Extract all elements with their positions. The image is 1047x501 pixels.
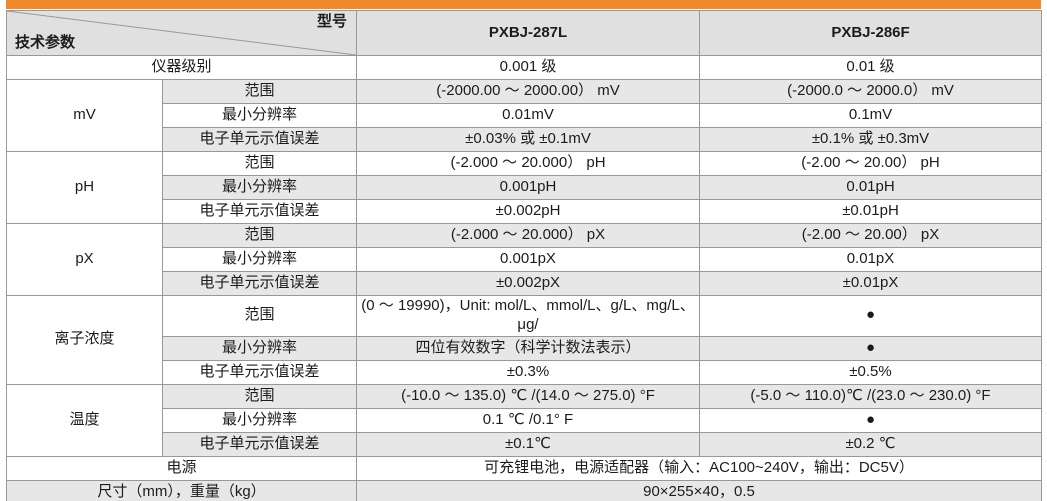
param-cell: 最小分辨率 bbox=[162, 247, 357, 272]
param-cell: 最小分辨率 bbox=[162, 335, 357, 361]
value-cell: ● bbox=[699, 407, 1042, 433]
param-cell: 电子单元示值误差 bbox=[162, 431, 357, 457]
value-cell: 90×255×40，0.5 bbox=[356, 479, 1042, 501]
value-cell: ±0.1% 或 ±0.3mV bbox=[699, 127, 1042, 152]
value-cell: ● bbox=[699, 295, 1042, 337]
value-cell: (-2.00 ～ 20.00） pX bbox=[699, 223, 1042, 248]
column-header-model-2: PXBJ-286F bbox=[699, 10, 1042, 56]
value-cell: (-2.000 ～ 20.000） pH bbox=[356, 151, 700, 176]
param-cell: 电子单元示值误差 bbox=[162, 127, 357, 152]
table-row: 电子单元示值误差 ±0.1℃ ±0.2 ℃ bbox=[7, 431, 1042, 457]
table-row: 尺寸（mm），重量（kg） 90×255×40，0.5 bbox=[6, 479, 1042, 501]
corner-param-label: 技术参数 bbox=[15, 34, 76, 52]
param-cell: 电子单元示值误差 bbox=[162, 271, 357, 296]
value-cell: (-2.000 ～ 20.000） pX bbox=[356, 223, 700, 248]
category-cell: pH bbox=[6, 151, 163, 224]
table-row: 最小分辨率 0.001pH 0.01pH bbox=[7, 175, 1042, 200]
corner-header-cell: 型号 技术参数 bbox=[6, 10, 357, 56]
table-row: 最小分辨率 0.1 ℃ /0.1° F ● bbox=[7, 407, 1042, 433]
value-cell: 0.1mV bbox=[699, 103, 1042, 128]
column-header-model-1: PXBJ-287L bbox=[356, 10, 700, 56]
value-cell: 0.001pH bbox=[356, 175, 700, 200]
value-cell: 0.001pX bbox=[356, 247, 700, 272]
table-row: 电源 可充锂电池，电源适配器（输入：AC100~240V，输出：DC5V） bbox=[6, 455, 1042, 481]
param-cell: 范围 bbox=[162, 223, 357, 248]
corner-model-label: 型号 bbox=[316, 13, 347, 30]
value-cell: 四位有效数字（科学计数法表示） bbox=[356, 335, 700, 361]
category-cell: pX bbox=[6, 223, 163, 296]
param-cell: 最小分辨率 bbox=[162, 175, 357, 200]
value-cell: ±0.5% bbox=[699, 359, 1042, 385]
value-cell: 0.01pH bbox=[699, 175, 1042, 200]
param-cell: 范围 bbox=[162, 79, 357, 104]
table-row: 电子单元示值误差 ±0.002pX ±0.01pX bbox=[7, 271, 1042, 296]
diagonal-divider bbox=[7, 11, 356, 55]
param-cell: 范围 bbox=[162, 151, 357, 176]
value-cell: (-2.00 ～ 20.00） pH bbox=[699, 151, 1042, 176]
value-cell: (-2000.0 ～ 2000.0） mV bbox=[699, 79, 1042, 104]
param-cell: 最小分辨率 bbox=[162, 407, 357, 433]
accent-bar bbox=[6, 0, 1041, 9]
table-row: mV 范围 (-2000.00 ～ 2000.00） mV (-2000.0 ～ 20… bbox=[6, 79, 1042, 152]
table-row: 离子浓度 范围 (0 ～ 19990)，Unit: mol/L、mmol/L、g/L… bbox=[6, 295, 1042, 385]
value-cell: ±0.002pX bbox=[356, 271, 700, 296]
table-row: 最小分辨率 0.001pX 0.01pX bbox=[7, 247, 1042, 272]
value-cell: 0.01pX bbox=[699, 247, 1042, 272]
value-cell: ±0.2 ℃ bbox=[699, 431, 1042, 457]
value-cell: ±0.1℃ bbox=[356, 431, 700, 457]
value-cell: (0 ～ 19990)，Unit: mol/L、mmol/L、g/L、mg/L、… bbox=[356, 295, 700, 337]
value-cell: ±0.03% 或 ±0.1mV bbox=[356, 127, 700, 152]
table-row: 电子单元示值误差 ±0.3% ±0.5% bbox=[7, 359, 1042, 385]
value-cell: ±0.01pX bbox=[699, 271, 1042, 296]
table-row: pH 范围 (-2.000 ～ 20.000） pH (-2.00 ～ 20.00） … bbox=[6, 151, 1042, 224]
param-cell: 电子单元示值误差 bbox=[162, 359, 357, 385]
category-cell: mV bbox=[6, 79, 163, 152]
table-row: 仪器级别 0.001 级 0.01 级 bbox=[6, 55, 1042, 80]
category-cell: 温度 bbox=[6, 383, 163, 457]
value-cell: 0.001 级 bbox=[356, 55, 700, 80]
param-cell: 范围 bbox=[162, 295, 357, 337]
category-cell: 离子浓度 bbox=[6, 295, 163, 385]
value-cell: ● bbox=[699, 335, 1042, 361]
value-cell: 0.1 ℃ /0.1° F bbox=[356, 407, 700, 433]
value-cell: 0.01 级 bbox=[699, 55, 1042, 80]
value-cell: (-10.0 ～ 135.0) ℃ /(14.0 ～ 275.0) °F bbox=[356, 383, 700, 409]
table-row: 最小分辨率 四位有效数字（科学计数法表示） ● bbox=[7, 335, 1042, 361]
table-row: 电子单元示值误差 ±0.002pH ±0.01pH bbox=[7, 199, 1042, 224]
row-label-cell: 尺寸（mm），重量（kg） bbox=[6, 479, 357, 501]
param-cell: 范围 bbox=[162, 383, 357, 409]
table-row: 最小分辨率 0.01mV 0.1mV bbox=[7, 103, 1042, 128]
table-row: 温度 范围 (-10.0 ～ 135.0) ℃ /(14.0 ～ 275.0) °F… bbox=[6, 383, 1042, 457]
param-cell: 电子单元示值误差 bbox=[162, 199, 357, 224]
value-cell: (-5.0 ～ 110.0)℃ /(23.0 ～ 230.0) °F bbox=[699, 383, 1042, 409]
row-label-cell: 电源 bbox=[6, 455, 357, 481]
value-cell: ±0.3% bbox=[356, 359, 700, 385]
value-cell: ±0.002pH bbox=[356, 199, 700, 224]
param-cell: 最小分辨率 bbox=[162, 103, 357, 128]
table-row: pX 范围 (-2.000 ～ 20.000） pX (-2.00 ～ 20.00） … bbox=[6, 223, 1042, 296]
table-row: 电子单元示值误差 ±0.03% 或 ±0.1mV ±0.1% 或 ±0.3mV bbox=[7, 127, 1042, 152]
value-cell: 0.01mV bbox=[356, 103, 700, 128]
value-cell: ±0.01pH bbox=[699, 199, 1042, 224]
row-label-cell: 仪器级别 bbox=[6, 55, 357, 80]
value-cell: 可充锂电池，电源适配器（输入：AC100~240V，输出：DC5V） bbox=[356, 455, 1042, 481]
value-cell: (-2000.00 ～ 2000.00） mV bbox=[356, 79, 700, 104]
table-header-row: 型号 技术参数 PXBJ-287L PXBJ-286F bbox=[6, 10, 1042, 56]
